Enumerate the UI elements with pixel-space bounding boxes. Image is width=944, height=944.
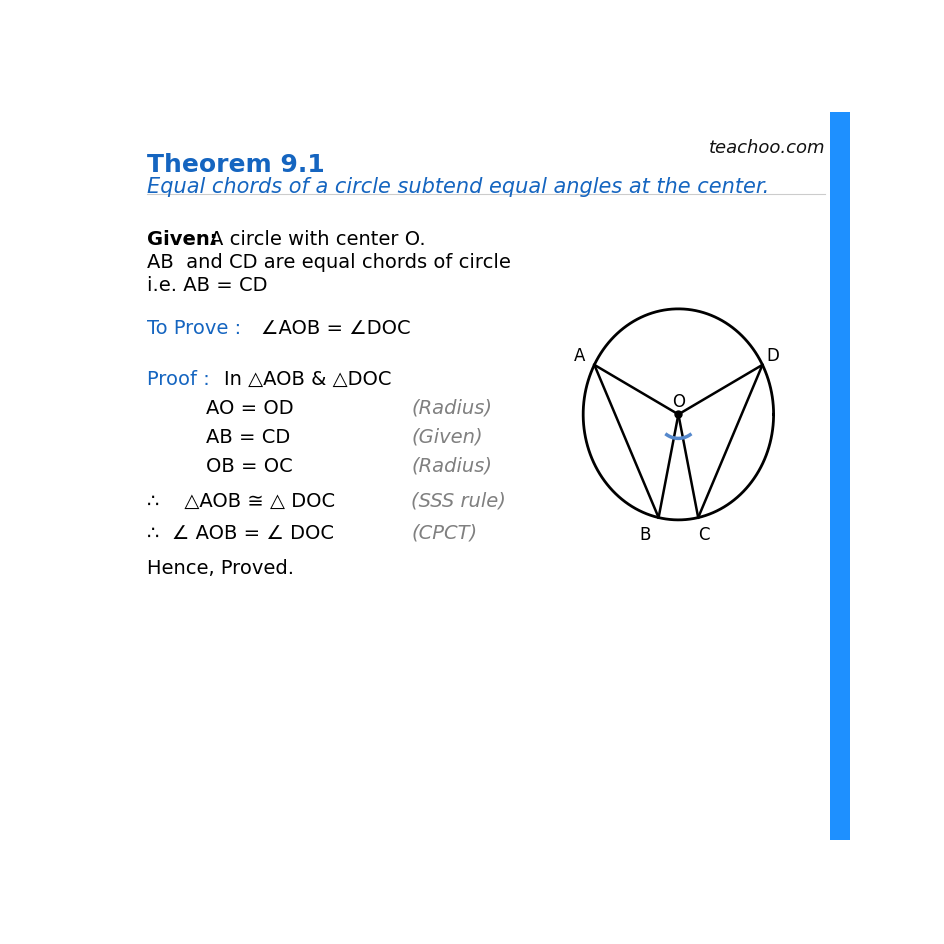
Text: B: B [639, 525, 650, 543]
Text: ∴  ∠ AOB = ∠ DOC: ∴ ∠ AOB = ∠ DOC [147, 523, 334, 542]
Text: Hence, Proved.: Hence, Proved. [147, 558, 295, 577]
Text: OB = OC: OB = OC [206, 456, 293, 476]
Text: O: O [671, 393, 684, 411]
Text: In △AOB & △DOC: In △AOB & △DOC [224, 369, 392, 388]
Text: Equal chords of a circle subtend equal angles at the center.: Equal chords of a circle subtend equal a… [147, 177, 768, 197]
Text: AO = OD: AO = OD [206, 398, 294, 417]
Text: ∴    △AOB ≅ △ DOC: ∴ △AOB ≅ △ DOC [147, 491, 335, 511]
Text: A circle with center O.: A circle with center O. [210, 229, 425, 248]
Text: D: D [766, 347, 778, 365]
Text: i.e. AB = CD: i.e. AB = CD [147, 276, 268, 295]
Text: teachoo.com: teachoo.com [708, 139, 824, 157]
Bar [829, 113, 850, 840]
Text: ∠AOB = ∠DOC: ∠AOB = ∠DOC [261, 318, 410, 337]
Text: (SSS rule): (SSS rule) [411, 491, 505, 511]
Text: (Given): (Given) [411, 428, 482, 447]
Text: (CPCT): (CPCT) [411, 523, 477, 542]
Text: AB = CD: AB = CD [206, 428, 290, 447]
Text: Theorem 9.1: Theorem 9.1 [147, 153, 325, 177]
Text: Given:: Given: [147, 229, 218, 248]
Text: AB  and CD are equal chords of circle: AB and CD are equal chords of circle [147, 253, 511, 272]
Text: (Radius): (Radius) [411, 456, 492, 476]
Text: A: A [573, 347, 584, 365]
Text: Proof :: Proof : [147, 369, 216, 388]
Text: To Prove :: To Prove : [147, 318, 247, 337]
Text: (Radius): (Radius) [411, 398, 492, 417]
Text: C: C [698, 525, 709, 543]
